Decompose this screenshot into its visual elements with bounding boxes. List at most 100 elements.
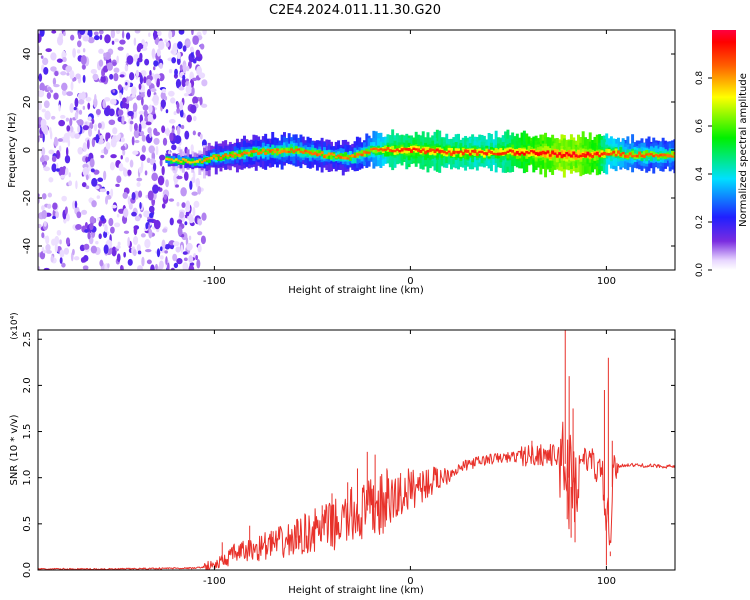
noise-speckle: [132, 236, 139, 245]
noise-speckle: [54, 70, 59, 77]
noise-speckle: [91, 137, 96, 148]
noise-speckle: [91, 118, 95, 125]
noise-speckle: [52, 77, 57, 86]
ridge-cell: [235, 153, 239, 156]
noise-speckle: [38, 266, 41, 270]
noise-speckle: [118, 209, 122, 213]
noise-speckle: [58, 104, 61, 112]
noise-speckle: [58, 119, 66, 127]
ridge-cell: [344, 152, 348, 158]
ridge-cell: [626, 154, 630, 158]
ridge-cell: [515, 150, 519, 155]
noise-speckle: [182, 63, 187, 74]
noise-speckle: [80, 55, 87, 65]
noise-speckle: [108, 217, 114, 227]
ridge-cell: [489, 151, 493, 154]
noise-speckle: [59, 257, 63, 264]
ridge-cell: [224, 153, 228, 156]
noise-speckle: [70, 34, 75, 41]
noise-speckle: [98, 48, 104, 54]
ridge-cell: [449, 147, 453, 154]
noise-speckle: [176, 258, 183, 265]
noise-speckle: [66, 125, 71, 132]
ridge-cell: [527, 145, 531, 156]
noise-speckle: [151, 172, 159, 182]
noise-speckle: [176, 51, 181, 60]
noise-speckle: [144, 238, 151, 249]
noise-speckle: [168, 68, 173, 74]
ridge-cell: [461, 147, 465, 154]
noise-speckle: [66, 91, 73, 97]
ridge-cell: [482, 152, 486, 155]
noise-speckle: [77, 92, 84, 100]
noise-speckle: [188, 235, 192, 241]
noise-speckle: [142, 104, 149, 111]
ridge-cell: [165, 157, 169, 160]
noise-speckle: [169, 119, 175, 123]
ridge-cell: [478, 150, 482, 154]
ridge-cell: [431, 148, 435, 152]
ridge-cell: [278, 148, 282, 153]
noise-speckle: [200, 235, 206, 245]
noise-speckle: [165, 41, 170, 48]
noise-speckle: [46, 203, 52, 209]
ridge-cell: [586, 151, 590, 156]
noise-speckle: [146, 157, 151, 164]
ridge-cell: [412, 147, 416, 150]
noise-speckle: [107, 263, 110, 269]
noise-speckle: [137, 250, 142, 255]
noise-speckle: [140, 154, 146, 162]
noise-speckle: [46, 92, 52, 100]
ridge-cell: [250, 150, 254, 153]
noise-speckle: [188, 216, 194, 224]
noise-speckle: [129, 72, 135, 81]
noise-speckle: [45, 235, 50, 245]
ridge-cell: [287, 148, 291, 153]
noise-speckle: [156, 48, 161, 57]
noise-speckle: [156, 78, 160, 88]
ridge-cell: [426, 149, 430, 153]
noise-speckle: [90, 168, 95, 173]
noise-speckle: [104, 97, 111, 102]
ridge-cell: [506, 150, 510, 153]
snr-y-ticks: 0.0 0.5 1.0 1.5 2.0 2.5: [22, 331, 675, 578]
ridge-cell: [384, 146, 388, 157]
noise-speckle: [89, 222, 94, 231]
ridge-cell: [292, 150, 296, 153]
ridge-cell: [362, 152, 366, 157]
ridge-cell: [649, 153, 653, 156]
noise-speckle: [90, 245, 98, 254]
noise-speckle: [183, 257, 188, 262]
noise-speckle: [168, 198, 175, 202]
noise-speckle: [108, 108, 115, 117]
noise-speckle: [134, 215, 141, 222]
ridge-cell: [652, 155, 656, 158]
ridge-cell: [278, 151, 282, 154]
ridge-cell: [332, 153, 336, 156]
noise-speckle: [177, 226, 183, 237]
ridge-cell: [360, 150, 364, 155]
noise-speckle: [53, 136, 58, 147]
noise-speckle: [110, 154, 117, 159]
ridge-cell: [264, 149, 268, 155]
noise-speckle: [196, 65, 202, 76]
ridge-cell: [584, 153, 588, 158]
y-tick-label: 40: [22, 48, 33, 61]
noise-speckle: [70, 81, 74, 91]
ridge-cell: [591, 151, 595, 158]
y-tick-label: 20: [22, 96, 33, 109]
ridge-cell: [473, 150, 477, 156]
ridge-cell: [402, 147, 406, 151]
snr-x-axis-label: Height of straight line (km): [288, 585, 424, 596]
noise-speckle: [197, 244, 202, 253]
noise-speckle: [82, 48, 86, 53]
ridge-cell: [280, 150, 284, 153]
ridge-cell: [638, 152, 642, 159]
ridge-cell: [344, 156, 348, 160]
noise-speckle: [176, 107, 181, 114]
noise-speckle: [183, 93, 189, 97]
noise-speckle: [73, 106, 77, 111]
noise-speckle: [97, 177, 104, 182]
ridge-cell: [360, 153, 364, 157]
noise-speckle: [164, 243, 170, 250]
